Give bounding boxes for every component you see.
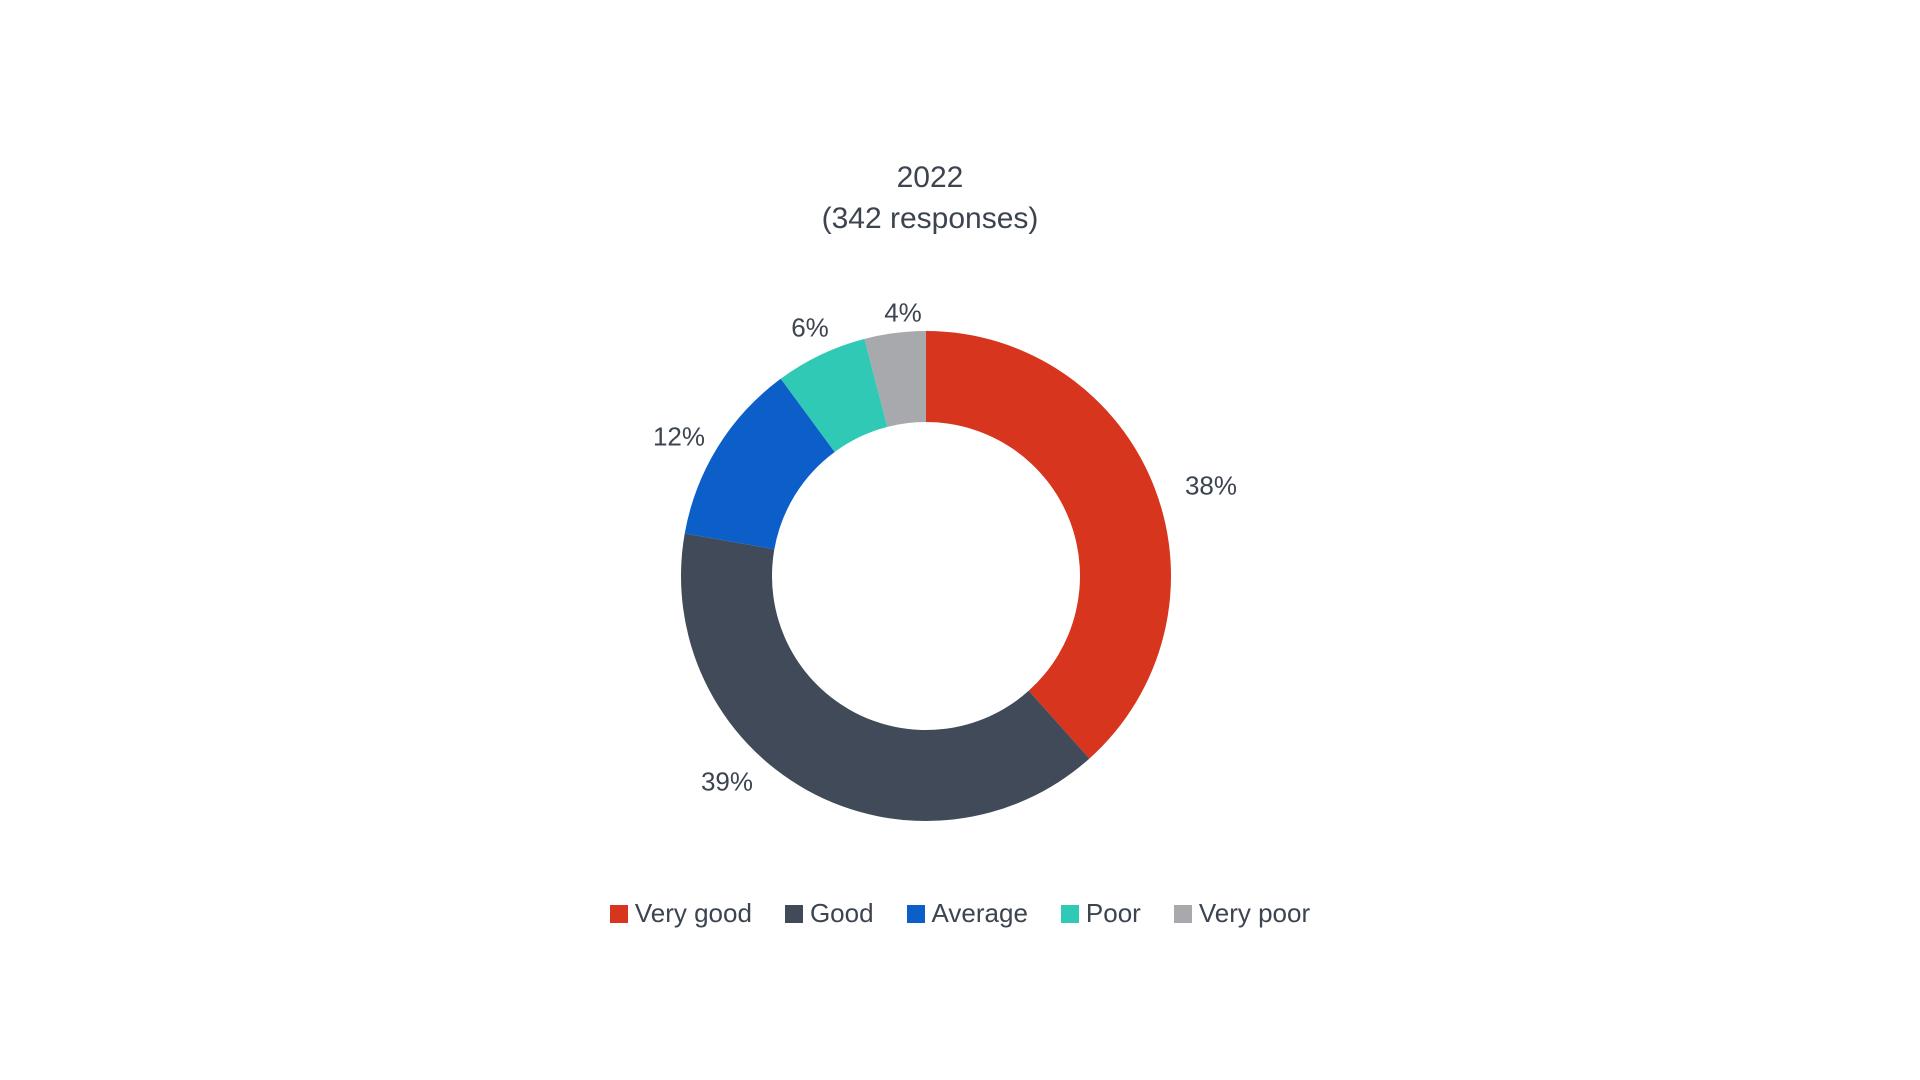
donut-slice-very-good[interactable] xyxy=(926,331,1171,759)
donut-slice-very-poor[interactable] xyxy=(864,331,926,427)
chart-title-block: 2022 (342 responses) xyxy=(822,157,1039,239)
slice-value-label-good: 39% xyxy=(700,766,754,797)
legend-item-good[interactable]: Good xyxy=(784,898,874,929)
donut-slice-good[interactable] xyxy=(681,533,1090,821)
slice-value-label-average: 12% xyxy=(652,421,706,452)
slice-value-label-very-good: 38% xyxy=(1184,470,1238,501)
slice-value-label-very-poor: 4% xyxy=(884,297,922,328)
legend-swatch-average xyxy=(906,904,925,923)
legend-label-poor: Poor xyxy=(1085,898,1141,928)
legend: Very good Good Average Poor Very poor xyxy=(0,898,1920,929)
legend-label-average: Average xyxy=(931,898,1028,928)
legend-swatch-very-poor xyxy=(1173,904,1192,923)
legend-item-very-good[interactable]: Very good xyxy=(609,898,752,929)
legend-label-very-poor: Very poor xyxy=(1198,898,1311,928)
legend-swatch-poor xyxy=(1060,904,1079,923)
legend-item-average[interactable]: Average xyxy=(906,898,1028,929)
legend-label-very-good: Very good xyxy=(634,898,752,928)
chart-title: 2022 xyxy=(896,161,964,194)
donut-slice-poor[interactable] xyxy=(780,338,888,452)
chart-subtitle: (342 responses) xyxy=(821,202,1039,235)
donut-slice-average[interactable] xyxy=(684,378,835,550)
slice-value-label-poor: 6% xyxy=(791,312,829,343)
legend-item-very-poor[interactable]: Very poor xyxy=(1173,898,1311,929)
legend-label-good: Good xyxy=(809,898,874,928)
legend-item-poor[interactable]: Poor xyxy=(1060,898,1141,929)
legend-swatch-very-good xyxy=(609,904,628,923)
legend-swatch-good xyxy=(784,904,803,923)
